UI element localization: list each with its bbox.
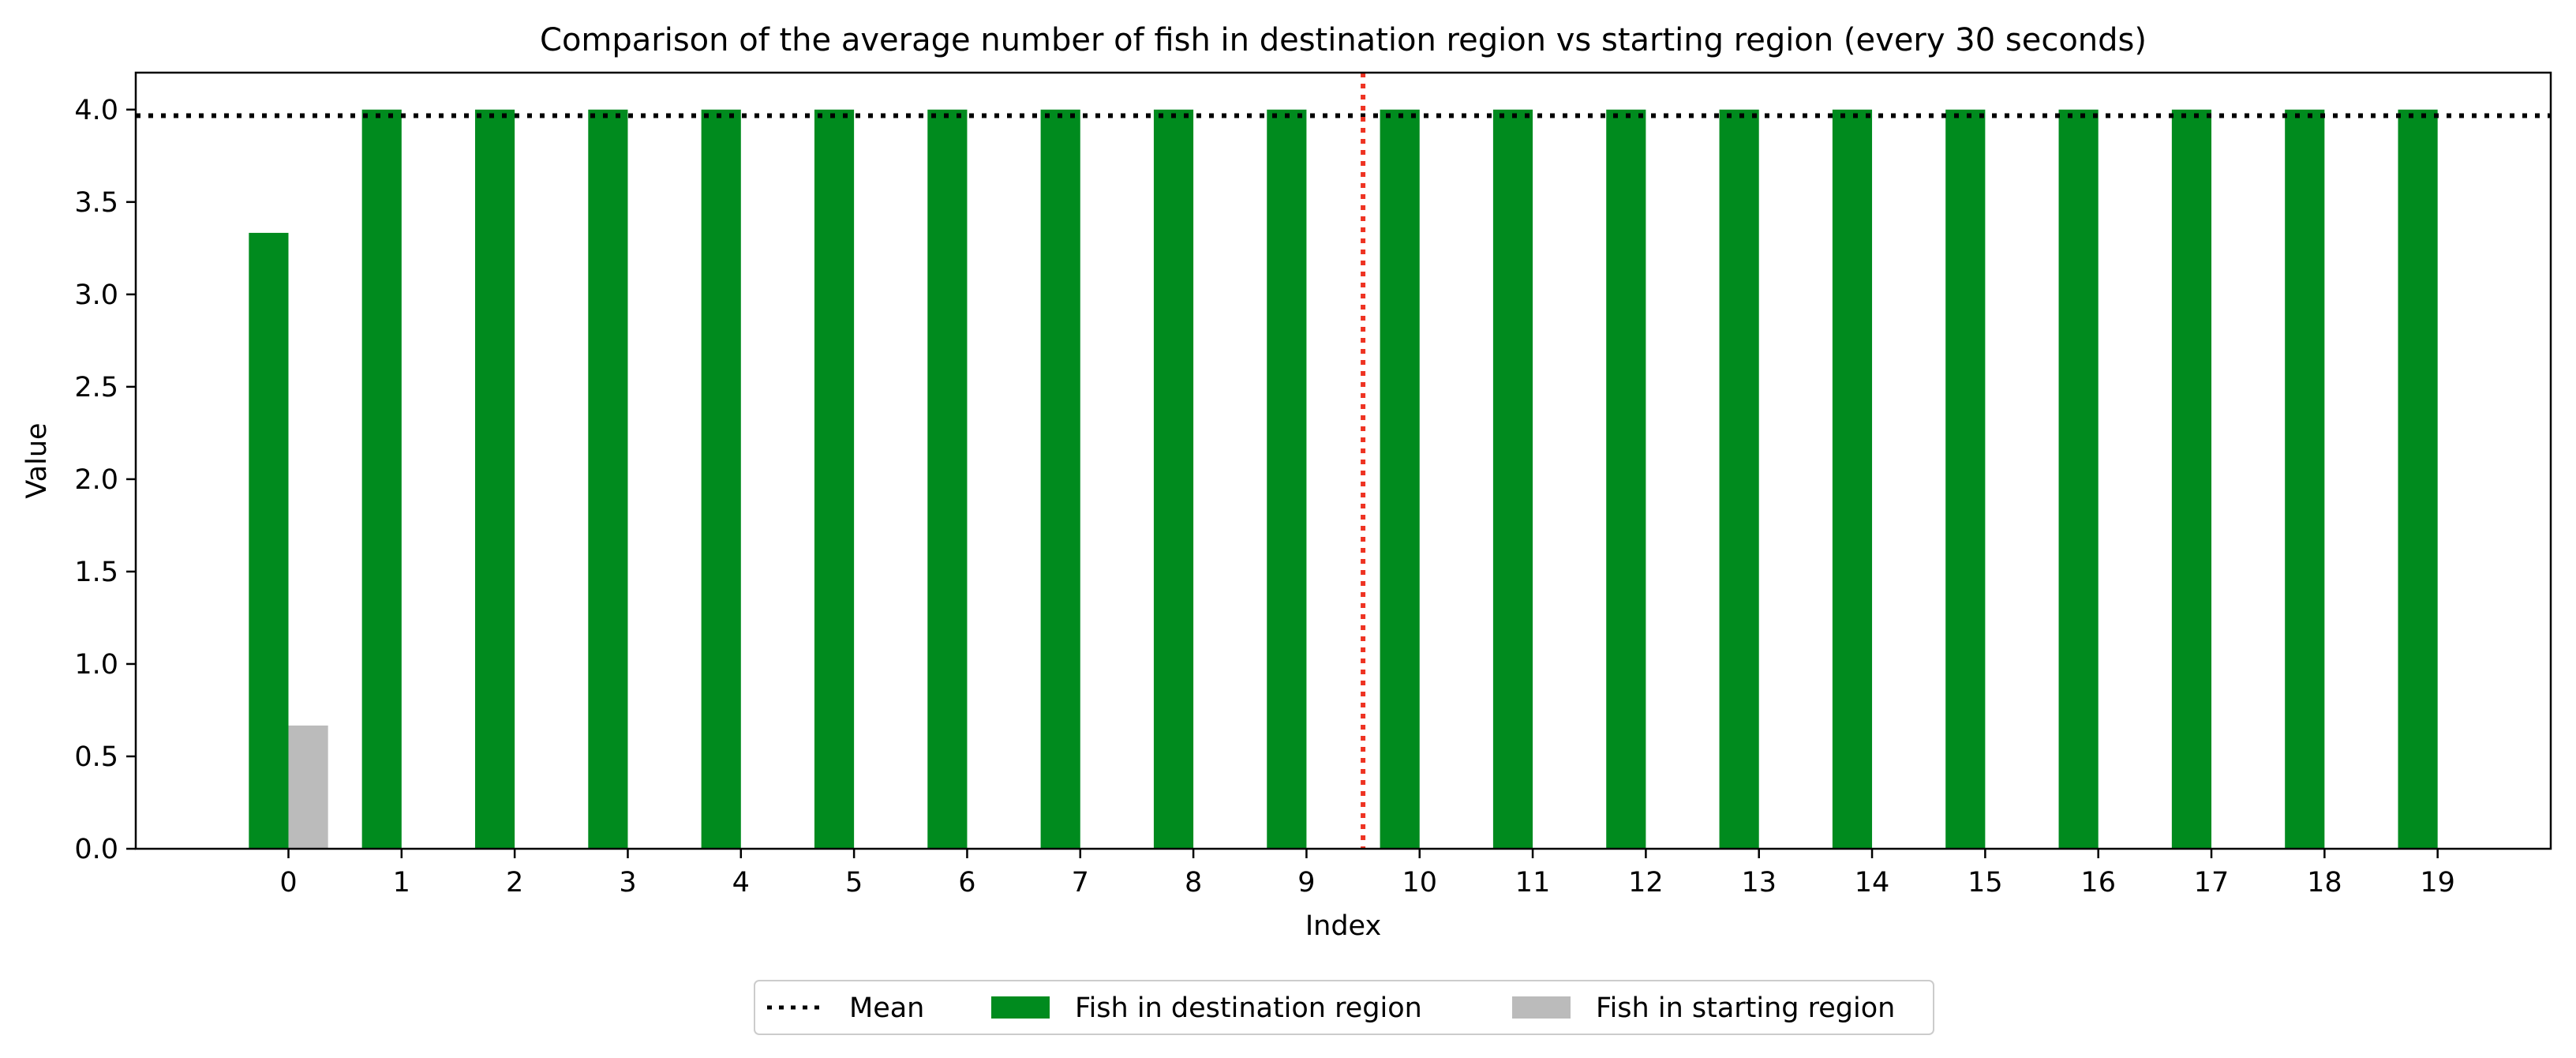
bar-destination-0 [249,232,289,849]
bar-destination-16 [2058,109,2099,850]
bar-destination-9 [1267,109,1307,850]
bar-destination-14 [1832,109,1873,850]
y-tick-label-0: 0.0 [74,834,118,865]
legend-box [754,980,1934,1035]
x-tick-label-10: 10 [1402,867,1437,899]
plot-frame [134,71,2552,850]
y-tick-label-3: 1.5 [74,557,118,588]
y-tick-label-4: 2.0 [74,464,118,496]
bar-destination-8 [1153,109,1194,850]
bar-destination-6 [927,109,968,850]
legend-starting-swatch [1512,996,1571,1019]
chart-title: Comparison of the average number of fish… [540,22,2147,58]
y-tick-label-7: 3.5 [74,187,118,219]
x-tick-label-1: 1 [393,867,410,899]
x-tick-label-16: 16 [2080,867,2116,899]
reference-lines-layer [136,73,2551,849]
y-tick-label-1: 0.5 [74,741,118,773]
legend-destination-swatch [991,996,1050,1019]
x-tick-label-11: 11 [1515,867,1551,899]
bar-destination-4 [701,109,741,850]
x-tick-label-9: 9 [1297,867,1315,899]
bars-layer [249,109,2438,850]
x-tick-label-6: 6 [958,867,975,899]
bar-destination-12 [1606,109,1646,850]
y-axis-label: Value [21,422,53,498]
legend: Mean Fish in destination region Fish in … [754,980,1934,1035]
x-axis-ticks: 0 1 2 3 4 5 6 7 8 9 10 11 12 13 14 15 16 17 18 19 [279,849,2455,899]
bar-destination-2 [474,109,515,850]
x-tick-label-18: 18 [2307,867,2342,899]
legend-entry-starting: Fish in starting region [1596,992,1895,1024]
bar-destination-1 [361,109,402,850]
x-tick-label-12: 12 [1628,867,1664,899]
bar-destination-5 [814,109,855,850]
x-tick-label-0: 0 [279,867,297,899]
x-tick-label-5: 5 [845,867,863,899]
bar-destination-10 [1380,109,1420,850]
x-tick-label-17: 17 [2194,867,2230,899]
y-tick-label-5: 2.5 [74,372,118,403]
y-tick-label-2: 1.0 [74,649,118,681]
bar-destination-7 [1040,109,1080,850]
x-axis-label: Index [1305,910,1381,942]
bar-starting-0 [288,725,328,849]
bar-destination-11 [1492,109,1533,850]
legend-entry-mean: Mean [849,992,924,1024]
x-tick-label-15: 15 [1968,867,2003,899]
legend-entry-destination: Fish in destination region [1075,992,1422,1024]
bar-destination-19 [2398,109,2438,850]
bar-destination-3 [588,109,628,850]
bar-destination-15 [1945,109,1986,850]
x-tick-label-8: 8 [1185,867,1202,899]
y-tick-label-6: 3.0 [74,280,118,311]
x-tick-label-4: 4 [732,867,750,899]
x-tick-label-13: 13 [1741,867,1777,899]
x-tick-label-3: 3 [619,867,636,899]
x-tick-label-19: 19 [2420,867,2455,899]
bar-destination-13 [1719,109,1759,850]
x-tick-label-2: 2 [506,867,523,899]
bar-destination-18 [2285,109,2325,850]
y-tick-label-8: 4.0 [74,95,118,126]
bar-destination-17 [2171,109,2212,850]
x-tick-label-14: 14 [1855,867,1890,899]
x-tick-label-7: 7 [1072,867,1089,899]
y-axis-ticks: 0.0 0.5 1.0 1.5 2.0 2.5 3.0 3.5 4.0 [74,95,136,865]
